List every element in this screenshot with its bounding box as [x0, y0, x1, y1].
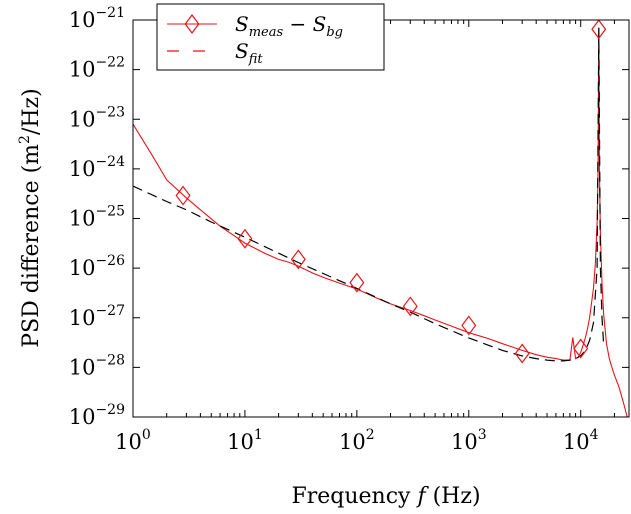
- series-line-meas: [133, 27, 628, 417]
- data-marker: [402, 296, 418, 317]
- legend-label-fit: Sfit: [235, 39, 263, 67]
- legend-box: [156, 3, 385, 71]
- x-tick-label: 103: [451, 427, 487, 454]
- y-tick-label: 10−25: [69, 204, 125, 231]
- legend-label-meas: Smeas − Sbg: [235, 12, 343, 40]
- axes: 100 101 102 103 104 10−21 10−22 10−23 10−24 10−25…: [69, 5, 630, 454]
- data-marker: [573, 338, 589, 359]
- x-tick-label: 101: [227, 427, 263, 454]
- y-tick-label: 10−21: [69, 5, 125, 32]
- y-tick-label: 10−26: [69, 253, 125, 280]
- legend-marker-diamond: [184, 14, 200, 34]
- x-axis-label: Frequency f (Hz): [291, 484, 480, 509]
- data-marker: [514, 343, 530, 364]
- data-marker: [591, 19, 607, 40]
- data-marker: [237, 228, 253, 249]
- plot-area: [133, 19, 628, 417]
- y-tick-label: 10−29: [69, 402, 125, 429]
- data-marker: [461, 315, 477, 336]
- y-tick-label: 10−24: [69, 154, 125, 181]
- data-marker: [290, 249, 306, 270]
- x-tick-label: 104: [563, 427, 599, 454]
- data-marker: [349, 272, 365, 293]
- y-tick-label: 10−23: [69, 104, 125, 131]
- x-tick-label: 100: [115, 427, 151, 454]
- data-marker: [175, 185, 191, 206]
- y-axis-label: PSD difference (m2/Hz): [17, 88, 44, 347]
- series-line-fit: [133, 27, 605, 362]
- plot-frame: [132, 19, 630, 418]
- y-tick-label: 10−28: [69, 352, 125, 379]
- x-tick-label: 102: [339, 427, 375, 454]
- y-tick-label: 10−22: [69, 55, 125, 82]
- y-tick-label: 10−27: [69, 303, 125, 330]
